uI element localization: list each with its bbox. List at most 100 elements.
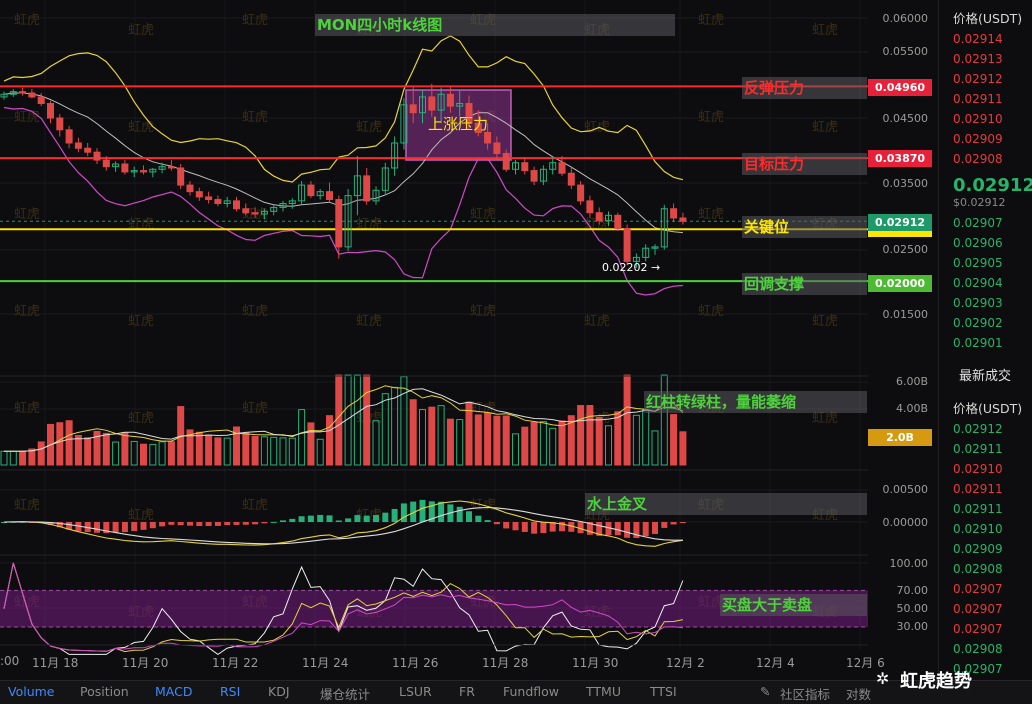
macd-histogram-bar (503, 522, 510, 529)
volume-bar (335, 374, 343, 466)
orderbook-header: 价格(USDT) (953, 11, 1023, 26)
tab-ttsi[interactable]: TTSI (650, 684, 677, 699)
volume-bar (158, 441, 166, 466)
tab-kdj[interactable]: KDJ (268, 684, 290, 699)
candle-body (539, 168, 547, 182)
tab-rsi[interactable]: RSI (220, 684, 241, 699)
watermark: 虹虎 (128, 314, 154, 329)
candle-body (307, 184, 315, 197)
watermark: 虹虎 (242, 110, 268, 125)
x-axis-label: 11月 26 (392, 656, 439, 670)
macd-histogram-bar (456, 506, 463, 522)
ask-row: 0.02909 (953, 132, 1003, 146)
macd-histogram-bar (391, 508, 398, 522)
tab-liquidation[interactable]: 爆仓统计 (320, 687, 371, 702)
volume-bar (586, 405, 594, 466)
rsi-tick: 30.00 (896, 620, 929, 633)
edit-icon[interactable]: ✎ (760, 684, 771, 699)
tab-lsur[interactable]: LSUR (399, 684, 432, 699)
candle-body (19, 91, 27, 94)
candle-body (112, 163, 120, 168)
watermark: 虹虎 (14, 401, 40, 416)
volume-bar (605, 425, 612, 466)
community-indicators-button[interactable]: 社区指标 (780, 687, 831, 702)
log-scale-toggle[interactable]: 对数 (846, 687, 872, 702)
tab-fr[interactable]: FR (459, 684, 475, 699)
watermark: 虹虎 (812, 120, 838, 135)
macd-histogram-bar (531, 522, 538, 534)
volume-bar (670, 414, 678, 466)
candle-body (9, 91, 17, 95)
candle-body (577, 184, 585, 202)
candle-body (409, 104, 417, 114)
watermark: 虹虎 (242, 498, 268, 513)
macd-tick: 0.00000 (882, 516, 929, 529)
macd-histogram-bar (577, 522, 584, 534)
macd-histogram-bar (131, 522, 138, 532)
volume-bar (512, 433, 519, 466)
tab-macd[interactable]: MACD (155, 684, 193, 699)
volume-bar (37, 441, 45, 466)
candle-body (233, 200, 240, 210)
macd-histogram-bar (652, 522, 658, 534)
candle-body (102, 159, 110, 168)
volume-bar (502, 415, 510, 466)
watermark: 虹虎 (128, 508, 154, 523)
candle-body (484, 131, 492, 144)
macd-histogram-bar (624, 522, 631, 538)
rsi-tick: 50.00 (896, 602, 929, 615)
candle-body (595, 212, 603, 222)
volume-bar (577, 405, 585, 466)
price-axis: 0.06000 0.05500 0.04500 0.03500 0.02500 … (868, 0, 938, 680)
candle-body (493, 142, 501, 155)
rsi-tick: 70.00 (896, 584, 929, 597)
volume-bar (493, 415, 501, 466)
upper-band-line (3, 35, 684, 183)
tab-ttmu[interactable]: TTMU (586, 684, 621, 699)
candle-body (605, 214, 612, 222)
ask-row: 0.02911 (953, 92, 1003, 106)
macd-histogram-bar (112, 522, 119, 533)
macd-histogram-bar (75, 522, 82, 532)
ask-row: 0.02913 (953, 52, 1003, 66)
volume-bar (372, 420, 380, 466)
trade-row: 0.02909 (953, 542, 1003, 556)
lower-band-line (3, 106, 683, 296)
watermark: 虹虎 (812, 23, 838, 38)
macd-histogram-bar (121, 522, 128, 533)
orderbook-panel: 价格(USDT) 0.02914 0.02913 0.02912 0.02911 0.0… (938, 0, 1032, 680)
candle-body (316, 191, 324, 197)
macd-histogram-bar (196, 522, 203, 527)
rise-pressure-label: 上涨压力 (428, 115, 489, 133)
macd-histogram-bar (382, 512, 389, 522)
trade-row: 0.02907 (953, 662, 1003, 676)
volume-bar (260, 436, 268, 466)
candle-body (456, 103, 464, 107)
candle-body (446, 93, 454, 107)
tab-volume[interactable]: Volume (8, 684, 55, 699)
candle-body (93, 151, 101, 161)
volume-bar (121, 432, 129, 466)
macd-histogram-bar (307, 515, 314, 522)
candle-body (344, 195, 352, 248)
ask-row: 0.02908 (953, 152, 1003, 166)
trade-row: 0.02910 (953, 462, 1003, 476)
macd-histogram-bar (559, 522, 565, 532)
volume-tag: 2.0B (868, 429, 932, 446)
tab-position[interactable]: Position (80, 684, 129, 699)
middle-band-line (3, 92, 683, 234)
tab-fundflow[interactable]: Fundflow (503, 684, 560, 699)
trade-row: 0.02907 (953, 602, 1003, 616)
volume-bar (400, 376, 408, 466)
rsi-note: 买盘大于卖盘 (720, 594, 867, 616)
volume-bar (428, 406, 436, 466)
volume-bar (558, 420, 566, 466)
macd-histogram-bar (149, 522, 156, 529)
watermark: 虹虎 (470, 401, 496, 416)
volume-bar (632, 414, 640, 466)
macd-histogram-bar (605, 522, 612, 536)
macd-histogram-bar (679, 522, 686, 523)
candle-body (372, 189, 380, 202)
volume-bar (437, 405, 445, 466)
